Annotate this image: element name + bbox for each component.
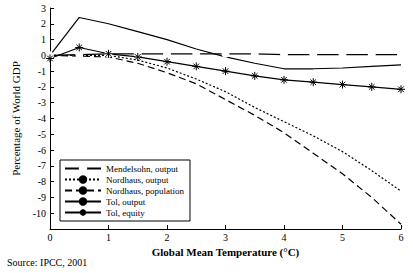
svg-text:0: 0: [48, 232, 53, 243]
svg-text:6: 6: [399, 232, 404, 243]
svg-text:5: 5: [340, 232, 345, 243]
svg-text:3: 3: [223, 232, 228, 243]
svg-text:3: 3: [41, 3, 46, 14]
svg-text:1: 1: [41, 34, 46, 45]
svg-text:Nordhaus, output: Nordhaus, output: [106, 175, 169, 185]
svg-text:-7: -7: [38, 160, 46, 171]
svg-text:1: 1: [106, 232, 111, 243]
svg-text:2: 2: [41, 18, 46, 29]
svg-text:-6: -6: [38, 145, 46, 156]
svg-text:2: 2: [165, 232, 170, 243]
svg-text:0: 0: [41, 50, 46, 61]
svg-text:-9: -9: [38, 192, 46, 203]
svg-text:Source: IPCC, 2001: Source: IPCC, 2001: [7, 257, 87, 268]
svg-text:-10: -10: [33, 208, 46, 219]
svg-text:-2: -2: [38, 81, 46, 92]
svg-text:Percentage of World GDP: Percentage of World GDP: [10, 61, 22, 176]
svg-text:-8: -8: [38, 176, 46, 187]
svg-text:Nordhaus, population: Nordhaus, population: [106, 186, 184, 196]
svg-text:-4: -4: [38, 113, 46, 124]
svg-text:4: 4: [282, 232, 287, 243]
svg-text:Global Mean Temperature (°C): Global Mean Temperature (°C): [152, 246, 300, 259]
svg-text:-1: -1: [38, 66, 46, 77]
svg-text:Mendelsohn, output: Mendelsohn, output: [106, 164, 178, 174]
svg-text:Tol, equity: Tol, equity: [106, 208, 145, 218]
svg-text:-5: -5: [38, 129, 46, 140]
svg-text:-3: -3: [38, 97, 46, 108]
svg-text:Tol, output: Tol, output: [106, 197, 146, 207]
